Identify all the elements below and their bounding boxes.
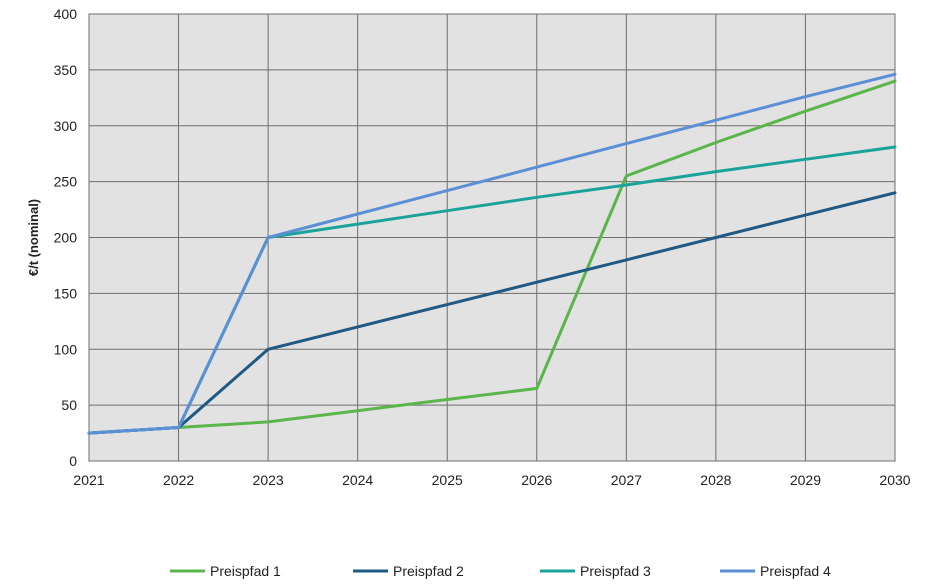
series-line-4 [87,72,897,435]
y-tick-label: 100 [54,341,78,357]
series-line-1 [87,79,897,435]
x-tick-label: 2028 [700,472,731,488]
legend-label: Preispfad 1 [210,563,281,579]
y-tick-label: 400 [54,6,78,22]
series-lines [87,72,897,435]
y-tick-label: 300 [54,118,78,134]
x-tick-label: 2025 [432,472,463,488]
x-tick-label: 2021 [73,472,104,488]
legend-label: Preispfad 2 [393,563,464,579]
x-tick-label: 2029 [790,472,821,488]
y-tick-label: 200 [54,230,78,246]
legend-label: Preispfad 3 [580,563,651,579]
legend-label: Preispfad 4 [760,563,831,579]
y-tick-label: 150 [54,285,78,301]
y-tick-label: 250 [54,174,78,190]
legend: Preispfad 1 Preispfad 2 Preispfad 3 Preispf… [170,563,831,579]
y-axis-label: €/t (nominal) [26,199,41,276]
x-tick-label: 2022 [163,472,194,488]
series-line-2 [87,191,897,435]
x-tick-label: 2030 [879,472,910,488]
x-tick-label: 2024 [342,472,373,488]
y-tick-label: 350 [54,62,78,78]
y-tick-label: 0 [69,453,77,469]
x-tick-label: 2027 [611,472,642,488]
x-tick-label: 2023 [253,472,284,488]
y-tick-label: 50 [61,397,77,413]
x-axis-ticks: 2021 2022 2023 2024 2025 2026 2027 2028 2029 2030 [73,472,910,488]
x-tick-label: 2026 [521,472,552,488]
y-axis-ticks: 0 50 100 150 200 250 300 350 400 [54,6,78,469]
